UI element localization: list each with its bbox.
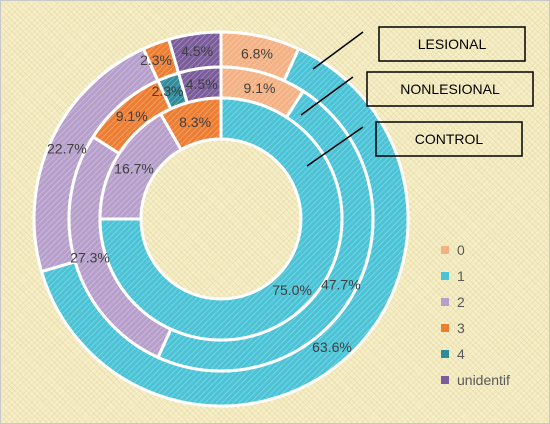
data-label-lesional-2: 22.7%	[47, 140, 87, 156]
data-label-nonlesional-1: 47.7%	[321, 276, 361, 292]
slice-hatch-lesional-unidentif	[168, 32, 221, 74]
slice-hatch-lesional-0	[221, 32, 299, 81]
legend-label-1: 1	[457, 268, 465, 284]
data-label-control-1: 75.0%	[272, 282, 312, 298]
callout-box-control	[375, 121, 523, 157]
data-label-lesional-3: 2.3%	[140, 52, 172, 68]
legend-swatch-unidentif	[441, 376, 449, 384]
slice-hatch-nonlesional-0	[221, 67, 304, 118]
data-label-nonlesional-unidentif: 4.5%	[186, 76, 218, 92]
callout-box-nonlesional	[366, 71, 534, 107]
legend-swatch-3	[441, 324, 449, 332]
callout-line-nonlesional	[300, 76, 354, 116]
slice-hatch-nonlesional-3	[93, 80, 171, 154]
data-label-lesional-1: 63.6%	[312, 339, 352, 355]
legend-label-4: 4	[457, 346, 465, 362]
slice-hatch-nonlesional-1	[158, 91, 373, 371]
data-label-nonlesional-3: 9.1%	[116, 108, 148, 124]
callout-line-lesional	[312, 31, 364, 70]
data-label-control-3: 8.3%	[179, 114, 211, 130]
data-label-nonlesional-2: 27.3%	[70, 249, 110, 265]
slice-hatch-nonlesional-2	[69, 136, 171, 358]
series-label-lesional: LESIONAL	[418, 36, 487, 52]
data-label-nonlesional-4: 2.3%	[152, 83, 184, 99]
data-label-lesional-0: 6.8%	[241, 45, 273, 61]
legend-label-0: 0	[457, 242, 465, 258]
slice-hatch-control-3	[160, 98, 221, 150]
legend-swatch-2	[441, 298, 449, 306]
legend-label-2: 2	[457, 294, 465, 310]
data-label-nonlesional-0: 9.1%	[244, 80, 276, 96]
slice-hatch-nonlesional-4	[158, 73, 188, 109]
series-label-nonlesional: NONLESIONAL	[400, 81, 500, 97]
slice-hatch-nonlesional-unidentif	[178, 67, 221, 103]
legend-label-unidentif: unidentif	[457, 372, 510, 388]
legend-swatch-4	[441, 350, 449, 358]
slice-hatch-control-2	[100, 114, 182, 219]
legend-swatch-0	[441, 246, 449, 254]
slice-hatch-control-1	[100, 98, 342, 340]
data-label-lesional-unidentif: 4.5%	[181, 43, 213, 59]
callout-box-lesional	[378, 26, 526, 62]
slice-hatch-lesional-2	[34, 48, 158, 272]
callout-line-control	[306, 126, 364, 167]
legend-label-3: 3	[457, 320, 465, 336]
legend-swatch-1	[441, 272, 449, 280]
series-label-control: CONTROL	[415, 131, 484, 147]
data-label-control-2: 16.7%	[114, 161, 154, 177]
slice-hatch-lesional-3	[143, 39, 179, 81]
